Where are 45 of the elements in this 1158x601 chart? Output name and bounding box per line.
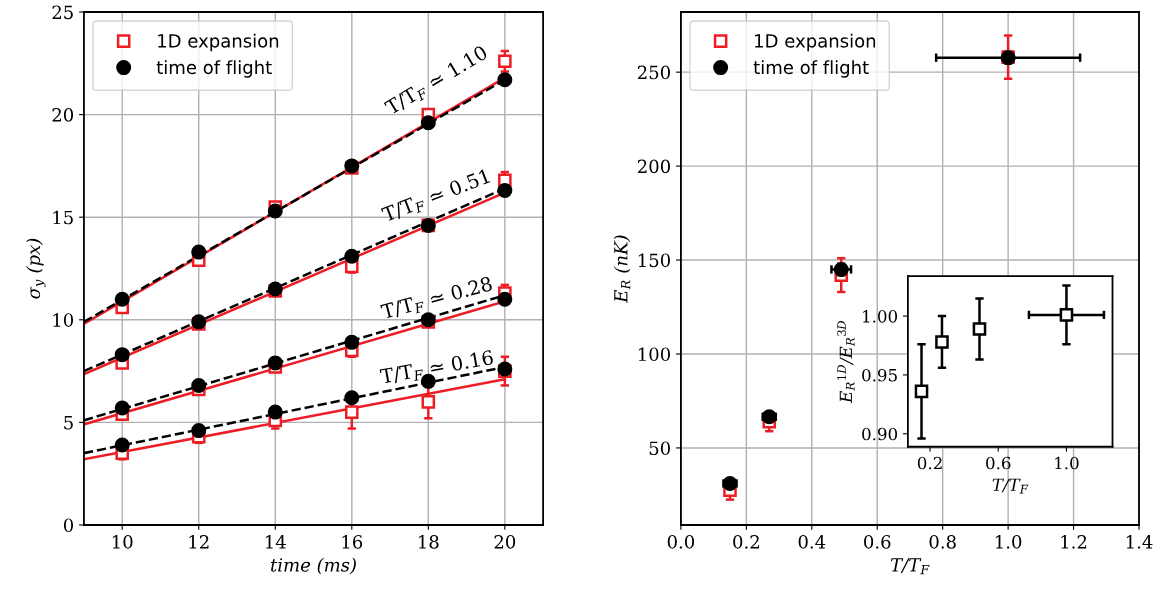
legend-label: time of flight bbox=[753, 60, 869, 78]
y-tick-label: 25 bbox=[52, 5, 73, 20]
y-axis-title: E$_{R}$ (nK) bbox=[613, 235, 631, 303]
annotation: T/T$_{F}$ ≃ 0.28 bbox=[380, 275, 494, 322]
y-tick-label: 20 bbox=[52, 108, 74, 122]
x-axis-title: time (ms) bbox=[270, 557, 356, 575]
x-tick-label: 1.0 bbox=[995, 535, 1022, 549]
y-tick-label: 150 bbox=[638, 253, 670, 268]
y-tick-label: 0.90 bbox=[862, 427, 898, 441]
y-axis-title: E$_{R}$$^{1D}$/E$_{R}$$^{3D}$ bbox=[837, 320, 855, 404]
x-tick-label: 0.6 bbox=[864, 535, 891, 549]
y-tick-label: 15 bbox=[53, 210, 73, 225]
x-tick-label: 18 bbox=[419, 535, 439, 549]
y-tick-label: 5 bbox=[64, 416, 73, 430]
x-tick-label: 12 bbox=[189, 535, 209, 549]
y-tick-label: 1.00 bbox=[863, 310, 898, 323]
x-axis-title: T/T$_{F}$ bbox=[992, 478, 1029, 494]
x-tick-label: 20 bbox=[494, 535, 516, 549]
x-tick-label: 0.2 bbox=[917, 456, 942, 470]
x-tick-label: 1.2 bbox=[1061, 535, 1087, 549]
x-tick-label: 1.4 bbox=[1126, 535, 1153, 549]
legend-label: 1D expansion bbox=[755, 33, 876, 52]
y-tick-label: 10 bbox=[53, 313, 74, 327]
x-tick-label: 10 bbox=[112, 535, 133, 549]
y-tick-label: 250 bbox=[637, 65, 670, 80]
x-tick-label: 16 bbox=[342, 535, 363, 549]
x-tick-label: 14 bbox=[265, 535, 286, 549]
annotation: T/T$_{F}$ ≃ 0.51 bbox=[380, 168, 492, 225]
x-tick-label: 0.4 bbox=[798, 535, 826, 549]
legend-label: 1D expansion bbox=[158, 33, 279, 52]
annotation: T/T$_{F}$ ≃ 1.10 bbox=[383, 44, 490, 118]
x-tick-label: 0.2 bbox=[733, 535, 759, 549]
x-tick-label: 0.8 bbox=[929, 535, 956, 549]
x-tick-label: 1.0 bbox=[1055, 456, 1079, 470]
y-tick-label: 100 bbox=[638, 347, 670, 362]
legend-label: time of flight bbox=[156, 60, 272, 78]
y-tick-label: 0.95 bbox=[862, 368, 897, 382]
x-tick-label: 0.6 bbox=[986, 456, 1011, 470]
y-axis-title: σ$_{y}$ (px) bbox=[26, 238, 46, 299]
annotation: T/T$_{F}$ ≃ 0.16 bbox=[379, 349, 495, 387]
x-axis-title: T/T$_{F}$ bbox=[890, 558, 930, 575]
y-tick-label: 50 bbox=[649, 441, 670, 456]
y-tick-label: 200 bbox=[637, 159, 670, 174]
x-tick-label: 0.0 bbox=[667, 535, 695, 549]
y-tick-label: 0 bbox=[63, 518, 74, 533]
